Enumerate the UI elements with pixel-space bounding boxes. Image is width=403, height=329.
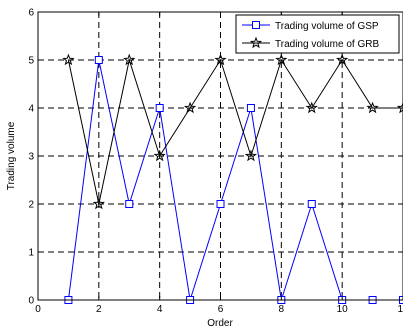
data-point xyxy=(396,101,403,114)
x-tick-label: 4 xyxy=(157,304,163,315)
data-point xyxy=(305,101,318,114)
data-point xyxy=(366,101,379,114)
x-tick-label: 2 xyxy=(96,304,102,315)
data-point xyxy=(155,104,164,112)
x-tick-label: 0 xyxy=(35,304,41,315)
data-point xyxy=(125,200,134,208)
data-point xyxy=(94,56,103,64)
data-point xyxy=(123,53,136,66)
data-point xyxy=(183,101,197,114)
legend: Trading volume of GSP Trading volume of … xyxy=(235,14,400,54)
data-point xyxy=(216,200,225,208)
x-tick-label: 10 xyxy=(337,304,349,315)
data-point xyxy=(336,53,349,66)
data-point xyxy=(307,200,316,208)
series-line xyxy=(67,58,403,205)
x-axis-label: Order xyxy=(207,318,233,329)
y-tick-label: 3 xyxy=(28,152,34,163)
data-point xyxy=(92,197,105,210)
legend-label-grb: Trading volume of GRB xyxy=(275,39,379,50)
series-grb xyxy=(62,53,403,210)
data-point xyxy=(214,53,227,66)
x-tick-label: 6 xyxy=(218,304,224,315)
legend-label-gsp: Trading volume of GSP xyxy=(275,21,379,32)
data-point xyxy=(62,53,75,66)
y-tick-label: 4 xyxy=(28,104,34,115)
y-axis-label: Trading volume xyxy=(6,121,17,190)
data-point xyxy=(275,53,288,66)
x-tick-label: 8 xyxy=(279,304,285,315)
y-tick-label: 1 xyxy=(28,248,34,259)
y-tick-label: 6 xyxy=(28,8,34,19)
legend-marker-gsp xyxy=(252,21,260,29)
y-tick-label: 5 xyxy=(28,56,34,67)
y-tick-label: 2 xyxy=(28,200,34,211)
legend-marker-grb xyxy=(249,36,263,49)
x-tick-label: 1 xyxy=(397,304,403,315)
data-point xyxy=(244,149,258,162)
y-tick-label: 0 xyxy=(28,296,34,307)
data-point xyxy=(153,149,166,162)
data-point xyxy=(246,104,255,112)
legend-box xyxy=(235,14,400,54)
